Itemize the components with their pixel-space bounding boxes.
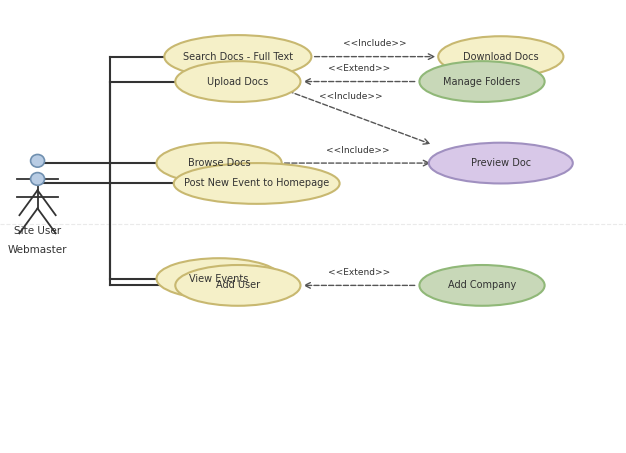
Ellipse shape bbox=[175, 61, 300, 102]
Text: <<Extend>>: <<Extend>> bbox=[328, 268, 391, 277]
Ellipse shape bbox=[173, 163, 339, 204]
Text: Browse Docs: Browse Docs bbox=[188, 158, 250, 168]
Text: Site User: Site User bbox=[14, 226, 61, 236]
Text: Download Docs: Download Docs bbox=[463, 52, 538, 62]
Text: Add Company: Add Company bbox=[448, 280, 516, 290]
Text: Webmaster: Webmaster bbox=[8, 245, 68, 255]
Ellipse shape bbox=[429, 143, 573, 183]
Ellipse shape bbox=[438, 36, 563, 77]
Ellipse shape bbox=[31, 154, 44, 167]
Text: <<Include>>: <<Include>> bbox=[326, 146, 389, 155]
Text: <<Include>>: <<Include>> bbox=[343, 39, 407, 48]
Ellipse shape bbox=[175, 265, 300, 306]
Text: Post New Event to Homepage: Post New Event to Homepage bbox=[184, 178, 329, 188]
Text: Add User: Add User bbox=[216, 280, 260, 290]
Text: <<Extend>>: <<Extend>> bbox=[328, 64, 391, 73]
Ellipse shape bbox=[156, 258, 282, 299]
Ellipse shape bbox=[31, 173, 44, 185]
Ellipse shape bbox=[419, 265, 545, 306]
Text: Preview Doc: Preview Doc bbox=[471, 158, 531, 168]
Ellipse shape bbox=[164, 35, 312, 78]
Ellipse shape bbox=[156, 143, 282, 183]
Text: Search Docs - Full Text: Search Docs - Full Text bbox=[183, 52, 293, 62]
Text: View Events: View Events bbox=[190, 274, 249, 284]
Text: Manage Folders: Manage Folders bbox=[443, 77, 521, 87]
Text: <<Include>>: <<Include>> bbox=[319, 92, 382, 101]
Text: Upload Docs: Upload Docs bbox=[207, 77, 269, 87]
Ellipse shape bbox=[419, 61, 545, 102]
